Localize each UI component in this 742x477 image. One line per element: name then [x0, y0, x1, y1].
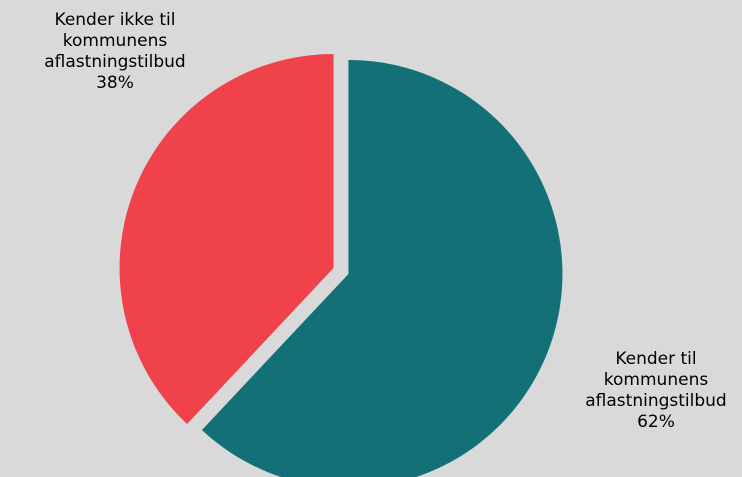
slice-category-label: kommunens: [604, 370, 709, 390]
slice-category-label: Kender til: [615, 349, 696, 369]
pie-labels: Kender til kommunens aflastningstilbud 62%K…: [44, 10, 726, 432]
pie-slices: [119, 54, 563, 477]
slice-category-label: kommunens: [63, 31, 168, 51]
slice-value-label: 38%: [96, 73, 134, 93]
slice-category-label: aflastningstilbud: [44, 52, 185, 72]
pie-slice-label-1: Kender ikke til kommunens aflastningstilbu…: [44, 10, 185, 93]
slice-category-label: Kender ikke til: [55, 10, 176, 30]
slice-value-label: 62%: [637, 412, 675, 432]
slice-category-label: aflastningstilbud: [585, 391, 726, 411]
pie-slice-1: [119, 54, 334, 425]
pie-slice-0: [201, 59, 563, 477]
pie-slice-label-0: Kender til kommunens aflastningstilbud 62%: [585, 349, 726, 432]
